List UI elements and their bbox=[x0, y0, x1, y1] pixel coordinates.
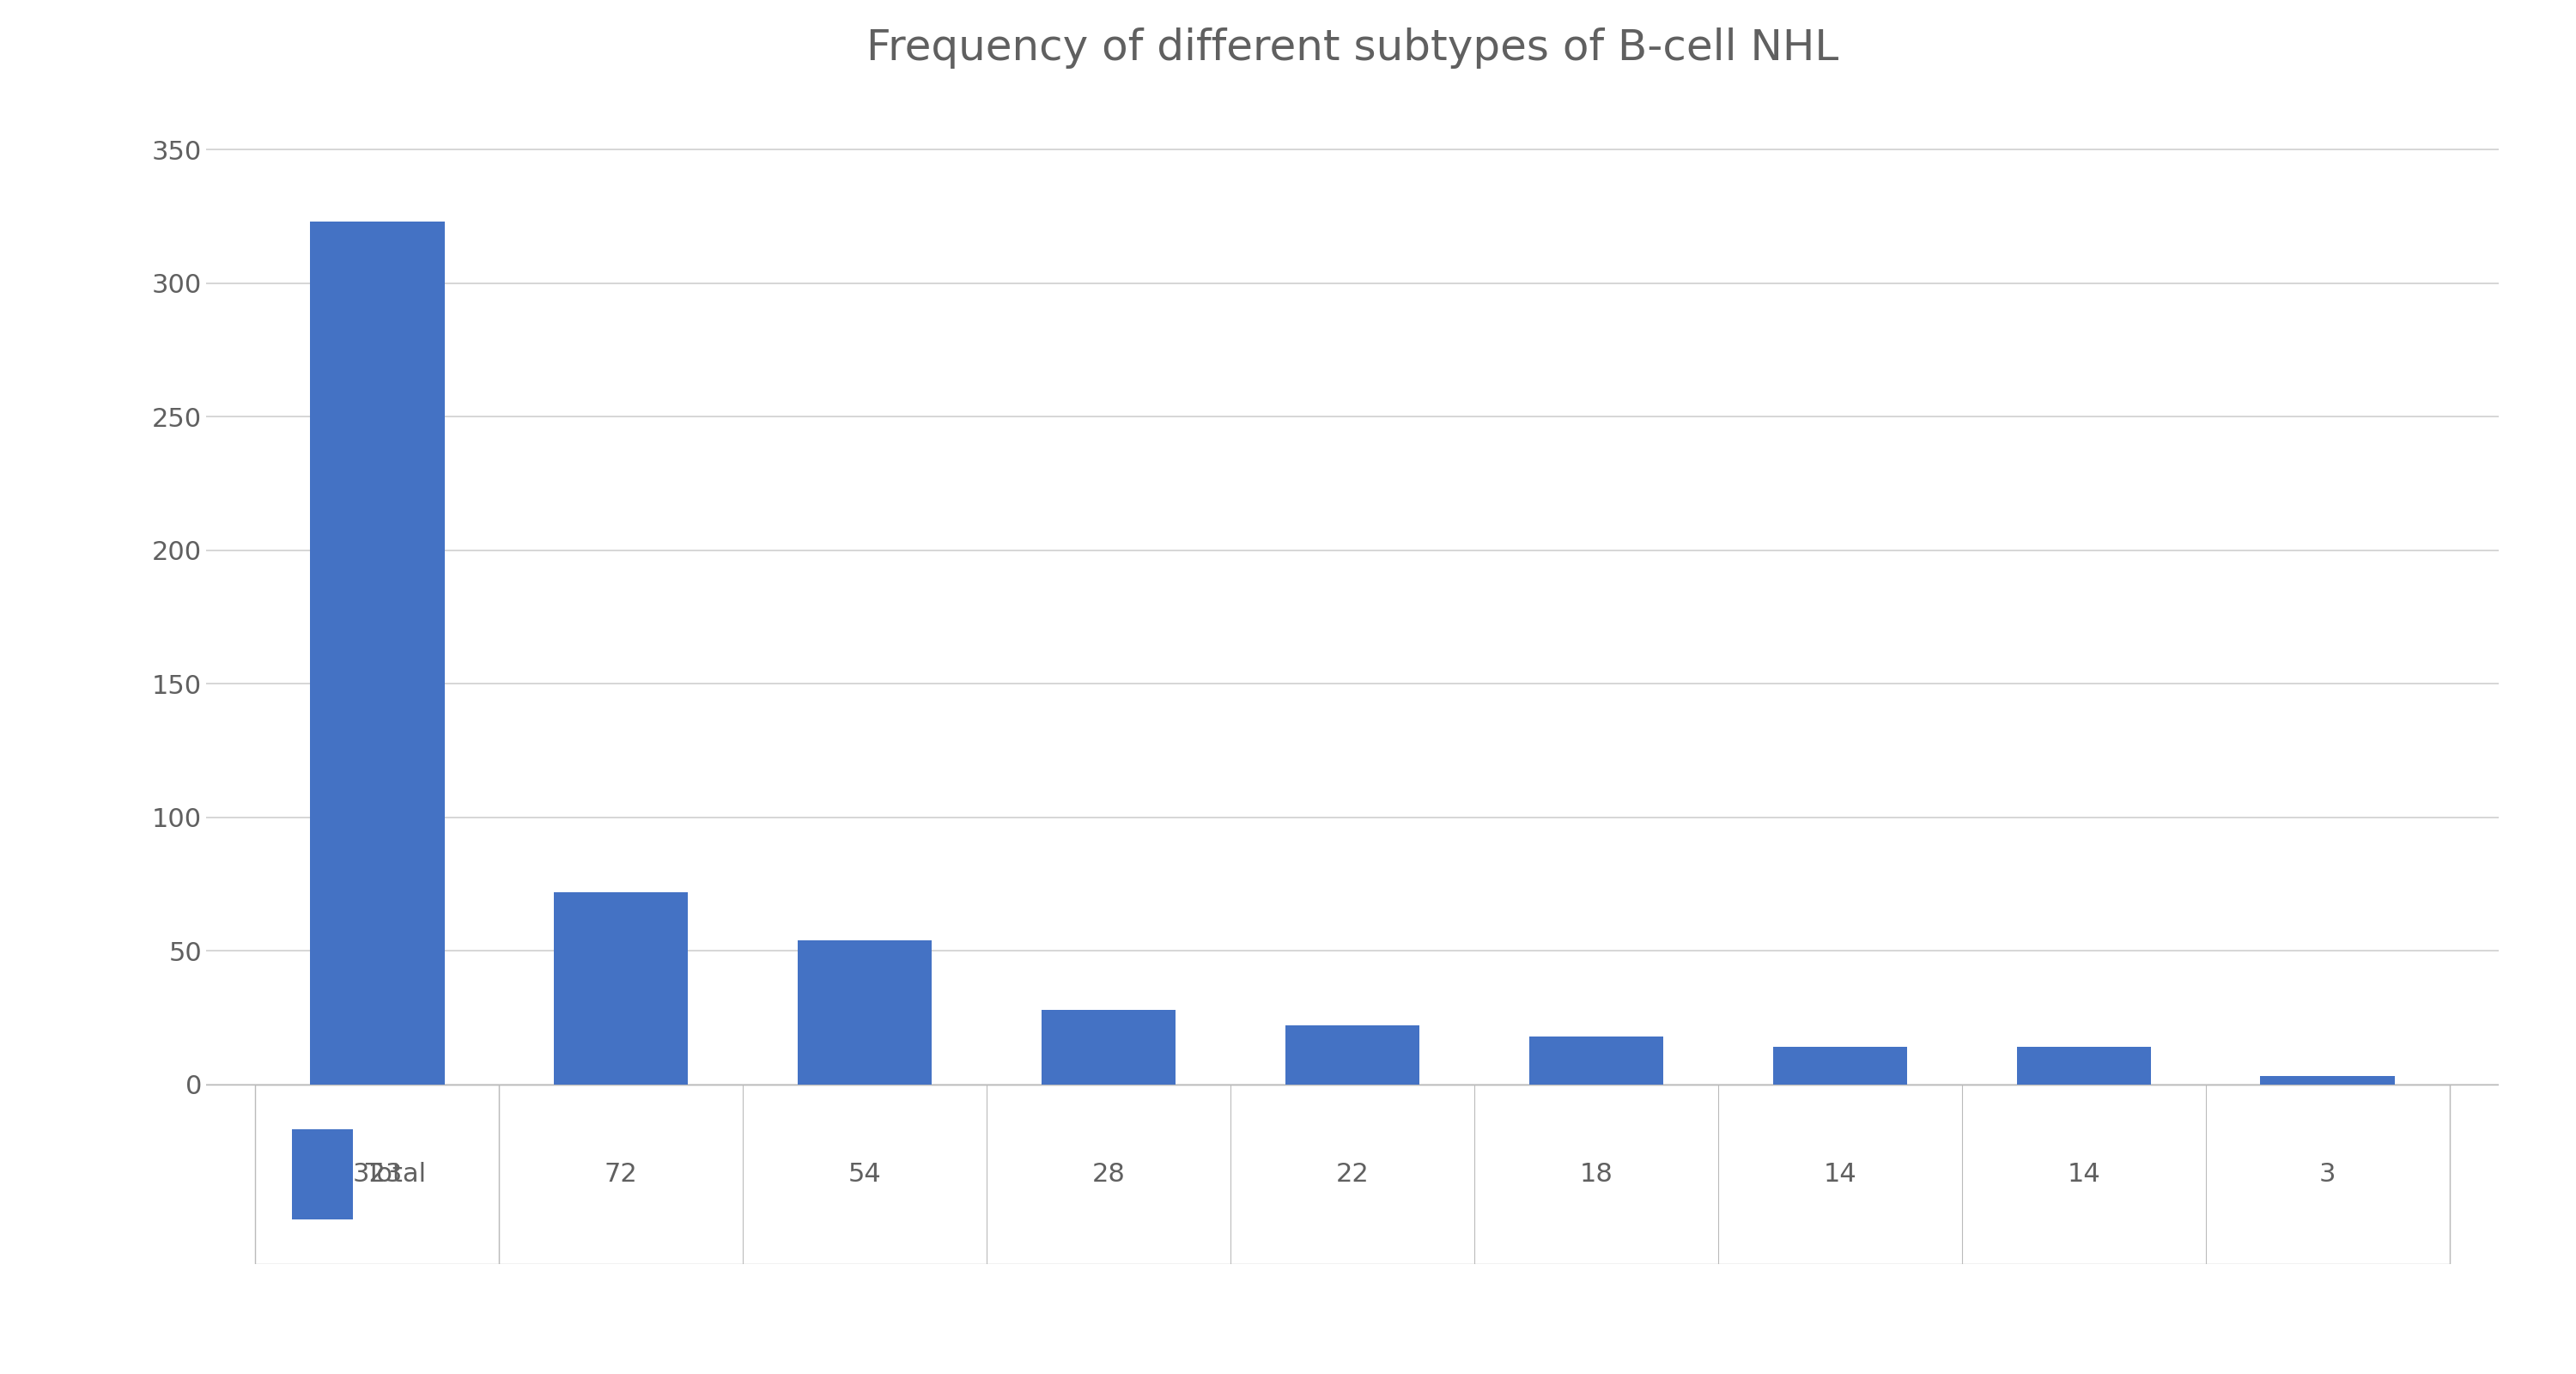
Text: 14: 14 bbox=[1824, 1162, 1857, 1187]
Text: 18: 18 bbox=[1579, 1162, 1613, 1187]
Bar bbox=[799, 940, 933, 1084]
Bar bbox=[2259, 1076, 2396, 1084]
Bar bbox=[1772, 1047, 1906, 1084]
Text: 72: 72 bbox=[605, 1162, 639, 1187]
Bar bbox=[2017, 1047, 2151, 1084]
Bar bbox=[1041, 1010, 1175, 1084]
Text: Total: Total bbox=[366, 1162, 425, 1187]
Text: 14: 14 bbox=[2066, 1162, 2099, 1187]
Text: 323: 323 bbox=[353, 1162, 402, 1187]
Text: 3: 3 bbox=[2318, 1162, 2336, 1187]
Bar bbox=[1530, 1036, 1664, 1084]
Text: 22: 22 bbox=[1337, 1162, 1368, 1187]
Title: Frequency of different subtypes of B-cell NHL: Frequency of different subtypes of B-cel… bbox=[866, 27, 1839, 69]
Bar bbox=[309, 221, 446, 1084]
FancyBboxPatch shape bbox=[255, 1084, 2450, 1264]
Bar bbox=[1285, 1025, 1419, 1084]
Bar bbox=[291, 1129, 353, 1219]
Text: 54: 54 bbox=[848, 1162, 881, 1187]
Bar bbox=[554, 892, 688, 1084]
Text: 28: 28 bbox=[1092, 1162, 1126, 1187]
